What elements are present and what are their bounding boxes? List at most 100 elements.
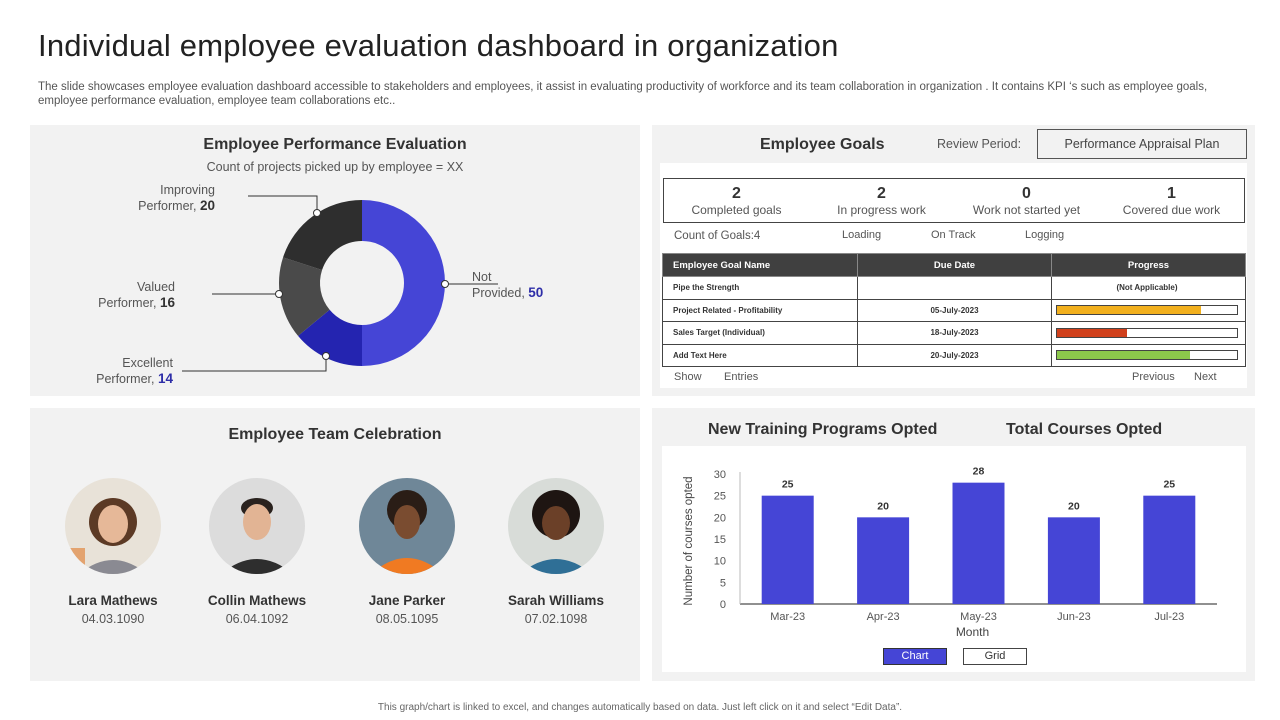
member-name: Lara Mathews [68, 593, 158, 608]
avatar [359, 478, 455, 574]
goal-date: 20-July-2023 [857, 343, 1052, 367]
bar-value-label: 20 [877, 500, 889, 512]
bar-value-label: 25 [1163, 479, 1175, 491]
y-axis-title: Number of courses opted [683, 476, 695, 605]
avatar [65, 478, 161, 574]
training-panel: New Training Programs Opted Total Course… [652, 408, 1255, 681]
member-date: 08.05.1095 [375, 612, 439, 626]
bar[interactable] [1143, 495, 1196, 604]
y-tick-label: 15 [714, 534, 726, 546]
donut-slice[interactable] [298, 309, 362, 366]
progress-fill [1057, 351, 1191, 360]
entries-label[interactable]: Entries [724, 371, 759, 383]
goal-date: 18-July-2023 [857, 321, 1052, 345]
bar[interactable] [761, 495, 814, 604]
status-loading[interactable]: Loading [842, 229, 882, 241]
goal-date: 05-July-2023 [857, 298, 1052, 322]
label-valued: Valued Performer, 16 [98, 280, 175, 310]
total-courses-title: Total Courses Opted [1006, 421, 1163, 438]
team-member[interactable]: Sarah Williams 07.02.1098 [482, 478, 630, 626]
page-subtitle: The slide showcases employee evaluation … [38, 81, 1208, 107]
review-period-label: Review Period: [937, 137, 1022, 151]
progress-bar [1056, 327, 1238, 338]
chart-area: 0 5 10 15 20 25 30 25 Mar-23 20 Apr-23 28 May-23 20 Ju… [662, 446, 1246, 672]
leader-line [182, 356, 327, 372]
table-row[interactable]: Project Related - Profitability 05-July-… [662, 298, 1246, 322]
col-progress[interactable]: Progress [1051, 253, 1246, 277]
progress-fill [1057, 306, 1201, 315]
label-not-provided: Not Provided, 50 [472, 270, 544, 300]
goals-panel: Employee Goals Review Period: Performanc… [652, 125, 1255, 396]
team-member[interactable]: Collin Mathews 06.04.1092 [183, 478, 331, 626]
kpi-not-started: 0 Work not started yet [972, 185, 1081, 217]
bar-value-label: 28 [973, 466, 985, 478]
goals-count: Count of Goals:4 [674, 230, 761, 242]
table-row[interactable]: Sales Target (Individual) 18-July-2023 [662, 321, 1246, 345]
chart-view-button[interactable]: Chart [883, 648, 947, 665]
team-member[interactable]: Jane Parker 08.05.1095 [333, 478, 481, 626]
bar-chart[interactable]: 0 5 10 15 20 25 30 25 Mar-23 20 Apr-23 28 May-23 20 Ju… [662, 446, 1246, 672]
team-member[interactable]: Lara Mathews 04.03.1090 [39, 478, 187, 626]
y-tick-label: 10 [714, 556, 726, 568]
bar[interactable] [952, 482, 1005, 604]
y-tick-label: 25 [714, 491, 726, 503]
bar[interactable] [857, 517, 910, 604]
goal-name: Add Text Here [662, 343, 858, 367]
label-improving: Improving Performer, 20 [138, 183, 215, 213]
avatar [209, 478, 305, 574]
member-name: Sarah Williams [508, 593, 604, 608]
donut-slice[interactable] [283, 200, 362, 271]
x-axis-title: Month [956, 625, 989, 639]
kpi-summary: 2 Completed goals 2 In progress work 0 W… [663, 178, 1245, 223]
appraisal-plan-select[interactable]: Performance Appraisal Plan [1037, 129, 1247, 159]
kpi-covered-due: 1 Covered due work [1122, 185, 1221, 217]
goal-progress-text: (Not Applicable) [1051, 276, 1246, 300]
member-name: Collin Mathews [207, 593, 307, 608]
next-button[interactable]: Next [1194, 371, 1217, 383]
table-row[interactable]: Pipe the Strength (Not Applicable) [662, 276, 1246, 300]
y-tick-label: 5 [720, 577, 726, 589]
page-title: Individual employee evaluation dashboard… [38, 28, 839, 63]
donut-chart[interactable] [30, 125, 640, 396]
status-logging[interactable]: Logging [1025, 229, 1065, 241]
y-tick-label: 30 [714, 469, 726, 481]
leader-dot [275, 290, 283, 298]
show-label[interactable]: Show [674, 371, 702, 383]
leader-dot [441, 280, 449, 288]
member-name: Jane Parker [368, 593, 446, 608]
goal-name: Sales Target (Individual) [662, 321, 858, 345]
training-title: New Training Programs Opted [708, 421, 938, 438]
team-title: Employee Team Celebration [228, 426, 442, 443]
goals-content: 2 Completed goals 2 In progress work 0 W… [660, 163, 1247, 388]
status-on-track[interactable]: On Track [931, 229, 976, 241]
kpi-in-progress: 2 In progress work [837, 185, 926, 217]
x-tick-label: Jun-23 [1057, 611, 1091, 623]
label-excellent: Excellent Performer, 14 [96, 356, 173, 386]
x-tick-label: Apr-23 [867, 611, 900, 623]
member-date: 07.02.1098 [524, 612, 588, 626]
performance-title: Employee Performance Evaluation [203, 136, 467, 153]
bar[interactable] [1047, 517, 1100, 604]
member-date: 06.04.1092 [225, 612, 289, 626]
donut-slice[interactable] [279, 257, 330, 336]
y-tick-label: 20 [714, 512, 726, 524]
member-date: 04.03.1090 [81, 612, 145, 626]
leader-dot [322, 352, 330, 360]
performance-subtitle: Count of projects picked up by employee … [206, 160, 464, 174]
x-tick-label: Jul-23 [1154, 611, 1184, 623]
team-panel: Employee Team Celebration Lara Mathews 0… [30, 408, 640, 681]
bar-value-label: 25 [782, 479, 794, 491]
col-due-date[interactable]: Due Date [857, 253, 1052, 277]
progress-fill [1057, 328, 1128, 337]
goals-title: Employee Goals [760, 136, 885, 153]
goal-name: Pipe the Strength [662, 276, 858, 300]
table-row[interactable]: Add Text Here 20-July-2023 [662, 343, 1246, 367]
donut-slice[interactable] [362, 200, 445, 366]
goals-table: Employee Goal Name Due Date Progress Pip… [662, 253, 1246, 367]
col-goal-name[interactable]: Employee Goal Name [662, 253, 858, 277]
avatar [508, 478, 604, 574]
previous-button[interactable]: Previous [1132, 371, 1175, 383]
bar-value-label: 20 [1068, 500, 1080, 512]
leader-line [248, 195, 318, 213]
grid-view-button[interactable]: Grid [963, 648, 1027, 665]
